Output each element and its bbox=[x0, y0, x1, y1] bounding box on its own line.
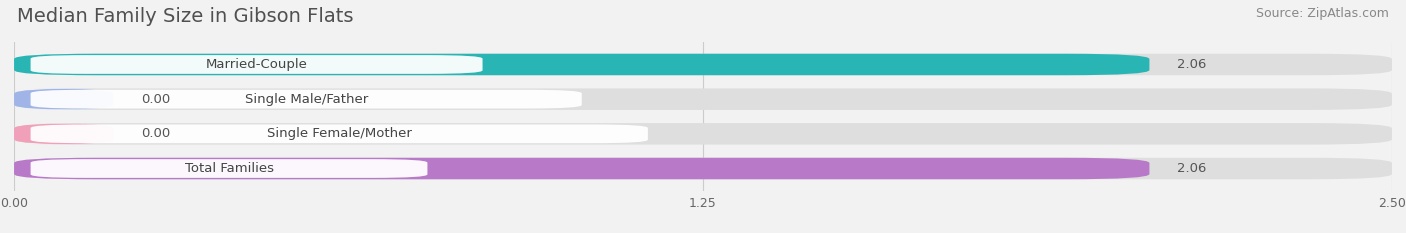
FancyBboxPatch shape bbox=[31, 55, 482, 74]
FancyBboxPatch shape bbox=[14, 88, 114, 110]
Text: Married-Couple: Married-Couple bbox=[205, 58, 308, 71]
FancyBboxPatch shape bbox=[31, 124, 648, 143]
Text: Total Families: Total Families bbox=[184, 162, 274, 175]
Text: 2.06: 2.06 bbox=[1177, 162, 1206, 175]
FancyBboxPatch shape bbox=[14, 123, 114, 145]
Text: Median Family Size in Gibson Flats: Median Family Size in Gibson Flats bbox=[17, 7, 353, 26]
FancyBboxPatch shape bbox=[14, 88, 1392, 110]
FancyBboxPatch shape bbox=[31, 90, 582, 109]
FancyBboxPatch shape bbox=[14, 158, 1150, 179]
FancyBboxPatch shape bbox=[14, 123, 1392, 145]
FancyBboxPatch shape bbox=[14, 54, 1392, 75]
FancyBboxPatch shape bbox=[14, 54, 1150, 75]
Text: Single Female/Mother: Single Female/Mother bbox=[267, 127, 412, 140]
FancyBboxPatch shape bbox=[31, 159, 427, 178]
Text: Source: ZipAtlas.com: Source: ZipAtlas.com bbox=[1256, 7, 1389, 20]
Text: 0.00: 0.00 bbox=[141, 127, 170, 140]
Text: 0.00: 0.00 bbox=[141, 93, 170, 106]
Text: 2.06: 2.06 bbox=[1177, 58, 1206, 71]
FancyBboxPatch shape bbox=[14, 158, 1392, 179]
Text: Single Male/Father: Single Male/Father bbox=[245, 93, 368, 106]
